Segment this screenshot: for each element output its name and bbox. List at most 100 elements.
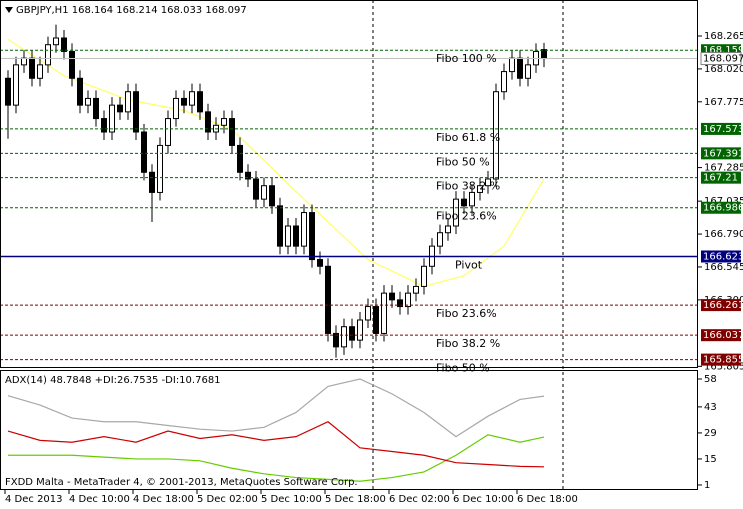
candle-body xyxy=(477,185,483,193)
footer: FXDD Malta - MetaTrader 4, © 2001-2013, … xyxy=(5,477,358,488)
candle-body xyxy=(45,44,51,66)
candle-body xyxy=(293,225,299,247)
candle-body xyxy=(53,37,59,46)
candle-body xyxy=(373,306,379,334)
candle-body xyxy=(149,171,155,193)
candle-body xyxy=(269,185,275,207)
candle-body xyxy=(493,91,499,180)
level-price: 168.159 xyxy=(703,45,743,56)
x-tick-label: 6 Dec 18:00 xyxy=(517,494,578,505)
level-price-box xyxy=(701,299,741,312)
candle-body xyxy=(365,306,371,321)
level-price-box xyxy=(701,201,741,214)
level-price-box xyxy=(701,250,741,263)
candle-body xyxy=(253,178,259,200)
candle-body xyxy=(245,171,251,180)
candle-body xyxy=(197,91,203,113)
y-tick-label: 43 xyxy=(704,402,717,413)
y-tick-label: 167.285 xyxy=(704,163,743,174)
candle-body xyxy=(325,265,331,334)
level-price: 166.623 xyxy=(703,251,743,262)
candle-body xyxy=(229,118,235,146)
candle-body xyxy=(349,326,355,341)
x-tick-label: 6 Dec 02:00 xyxy=(389,494,450,505)
level-label: Fibo 23.6% xyxy=(436,210,497,223)
candle-body xyxy=(277,205,283,247)
y-tick-label: 167.775 xyxy=(704,97,743,108)
y-tick-label: 1 xyxy=(704,480,710,491)
level-price: 167.391 xyxy=(703,148,743,159)
y-tick-label: 166.545 xyxy=(704,262,743,273)
candle-body xyxy=(517,57,523,79)
current-price-label: 168.097 xyxy=(703,54,743,65)
candle-body xyxy=(125,91,131,113)
level-price: 166.037 xyxy=(703,330,743,341)
candle-body xyxy=(165,118,171,146)
candle-body xyxy=(285,225,291,247)
level-price-box xyxy=(701,329,741,342)
level-price: 165.855 xyxy=(703,355,743,366)
candle-body xyxy=(421,265,427,287)
candle-body xyxy=(109,104,115,133)
candle-body xyxy=(341,326,347,348)
candle-body xyxy=(461,198,467,207)
y-tick-label: 58 xyxy=(704,374,717,385)
x-tick-label: 4 Dec 18:00 xyxy=(133,494,194,505)
candle-body xyxy=(85,97,91,106)
candle-body xyxy=(437,232,443,247)
level-label: Fibo 100 % xyxy=(436,52,497,65)
chart-title: GBPJPY,H1 168.164 168.214 168.033 168.09… xyxy=(16,5,247,16)
level-label: Fibo 50 % xyxy=(436,362,490,375)
level-price-box xyxy=(701,353,741,366)
level-price: 166.986 xyxy=(703,203,743,214)
candle-body xyxy=(317,259,323,267)
candle-body xyxy=(453,198,459,227)
candle-body xyxy=(93,97,99,120)
candle-body xyxy=(501,71,507,93)
level-label: Fibo 23.6% xyxy=(436,307,497,320)
candle-body xyxy=(37,64,43,79)
x-tick-label: 5 Dec 10:00 xyxy=(261,494,322,505)
x-tick-label: 6 Dec 10:00 xyxy=(453,494,514,505)
candle-body xyxy=(525,64,531,79)
candle-body xyxy=(61,37,67,52)
candle-body xyxy=(29,57,35,79)
level-label: Pivot xyxy=(455,258,483,271)
dropdown-icon[interactable] xyxy=(5,7,13,13)
candle-body xyxy=(509,57,515,73)
level-price: 167.573 xyxy=(703,124,743,135)
candle-body xyxy=(389,292,395,301)
level-label: Fibo 61.8 % xyxy=(436,131,500,144)
y-tick-label: 167.035 xyxy=(704,196,743,207)
candle-body xyxy=(141,131,147,173)
candle-body xyxy=(405,292,411,308)
x-tick-label: 4 Dec 10:00 xyxy=(69,494,130,505)
candle-body xyxy=(309,212,315,261)
price-pane: Fibo 100 % Fibo 61.8 % Fibo 50 % Fibo 38.2 … xyxy=(0,24,698,375)
level-price-box xyxy=(701,171,741,184)
candle-body xyxy=(101,118,107,133)
candle-body xyxy=(413,285,419,294)
candle-body xyxy=(133,91,139,133)
candle-body xyxy=(77,77,83,106)
y-tick-label: 165.805 xyxy=(704,361,743,372)
current-price-box xyxy=(700,52,742,66)
candle-body xyxy=(5,77,11,106)
candle-body xyxy=(13,64,19,106)
candle-body xyxy=(189,91,195,106)
adx-pane xyxy=(7,378,545,482)
candle-body xyxy=(181,97,187,106)
indicator-line xyxy=(7,378,545,438)
candle-body xyxy=(357,319,363,341)
candle-body xyxy=(541,49,547,60)
candle-body xyxy=(237,144,243,173)
candle-body xyxy=(261,185,267,200)
level-price: 167.21 xyxy=(703,173,738,184)
level-label: Fibo 38.2 % xyxy=(436,337,500,350)
x-tick-label: 4 Dec 2013 xyxy=(5,494,63,505)
candle-body xyxy=(221,118,227,126)
candle-body xyxy=(21,57,27,66)
price-frame xyxy=(0,0,698,368)
